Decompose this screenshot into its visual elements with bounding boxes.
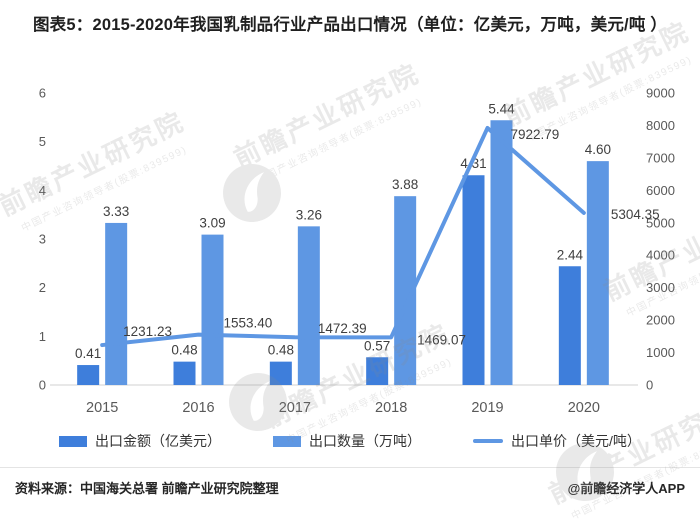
bar-label-amount-2020: 2.44 xyxy=(557,247,584,262)
bar-label-amount-2015: 0.41 xyxy=(75,346,101,361)
right-axis-tick: 9000 xyxy=(646,86,675,101)
right-axis-tick: 5000 xyxy=(646,215,675,230)
bar-amount-2015 xyxy=(77,365,100,385)
bar-label-quantity-2017: 3.26 xyxy=(296,207,322,222)
line-label-unit-price-2018: 1469.07 xyxy=(417,332,466,347)
legend-swatch-export-amount xyxy=(59,435,88,447)
right-axis-tick: 0 xyxy=(646,378,653,393)
legend-item-export-quantity: 出口数量（万吨） xyxy=(273,431,421,451)
line-label-unit-price-2016: 1553.40 xyxy=(224,316,273,331)
left-axis-tick: 0 xyxy=(39,378,46,393)
legend-label-export-unit-price: 出口单价（美元/吨） xyxy=(511,433,641,449)
x-axis-label-2020: 2020 xyxy=(568,400,600,416)
bar-label-quantity-2019: 5.44 xyxy=(488,101,515,116)
left-axis-tick: 2 xyxy=(39,280,46,295)
chart-legend: 出口金额（亿美元） 出口数量（万吨） 出口单价（美元/吨） xyxy=(0,431,700,451)
bar-quantity-2016 xyxy=(201,234,224,385)
right-axis-tick: 1000 xyxy=(646,345,675,360)
legend-label-export-amount: 出口金额（亿美元） xyxy=(95,433,222,449)
bar-label-amount-2018: 0.57 xyxy=(364,338,390,353)
bar-label-quantity-2016: 3.09 xyxy=(199,216,225,231)
bar-label-quantity-2018: 3.88 xyxy=(392,177,418,192)
bar-quantity-2020 xyxy=(586,161,609,385)
legend-label-export-quantity: 出口数量（万吨） xyxy=(309,433,422,449)
bar-amount-2017 xyxy=(269,361,292,385)
line-label-unit-price-2017: 1472.39 xyxy=(318,321,367,336)
right-axis-tick: 3000 xyxy=(646,280,675,295)
bar-amount-2016 xyxy=(173,361,196,385)
x-axis-label-2016: 2016 xyxy=(182,400,214,416)
right-axis-tick: 4000 xyxy=(646,248,675,263)
combo-chart: 0 1 2 3 4 5 6 0 1000 2000 3000 4000 5000 6000 7000 8000… xyxy=(39,86,675,417)
x-axis-label-2019: 2019 xyxy=(471,400,503,416)
footer-divider xyxy=(0,467,700,468)
left-axis-tick: 5 xyxy=(39,134,46,149)
legend-swatch-export-unit-price xyxy=(473,439,504,443)
right-axis-tick: 6000 xyxy=(646,183,675,198)
legend-item-export-unit-price: 出口单价（美元/吨） xyxy=(473,431,641,451)
bar-label-amount-2016: 0.48 xyxy=(171,343,197,358)
legend-item-export-amount: 出口金额（亿美元） xyxy=(59,431,221,451)
bar-quantity-2017 xyxy=(297,226,320,385)
chart-title: 图表5：2015-2020年我国乳制品行业产品出口情况（单位：亿美元，万吨，美元… xyxy=(32,16,668,34)
right-axis-tick: 8000 xyxy=(646,118,675,133)
line-label-unit-price-2020: 5304.35 xyxy=(611,207,660,222)
bar-amount-2020 xyxy=(558,266,581,385)
bar-label-quantity-2020: 4.60 xyxy=(585,142,611,157)
bar-label-amount-2019: 4.31 xyxy=(460,156,486,171)
line-label-unit-price-2019: 7922.79 xyxy=(511,127,560,142)
x-axis-label-2015: 2015 xyxy=(86,400,118,416)
bar-quantity-2015 xyxy=(105,222,128,385)
data-source-text: 资料来源：中国海关总署 前瞻产业研究院整理 xyxy=(15,481,279,496)
bar-amount-2018 xyxy=(366,357,389,385)
left-axis-tick: 1 xyxy=(39,329,46,344)
bar-quantity-2019 xyxy=(490,120,513,386)
right-axis-tick: 2000 xyxy=(646,313,675,328)
x-axis-label-2017: 2017 xyxy=(279,400,311,416)
right-axis-tick: 7000 xyxy=(646,150,675,165)
bar-label-quantity-2015: 3.33 xyxy=(103,204,129,219)
bar-amount-2019 xyxy=(462,175,485,385)
bar-label-amount-2017: 0.48 xyxy=(268,343,294,358)
left-axis-tick: 4 xyxy=(39,183,46,198)
footer: 资料来源：中国海关总署 前瞻产业研究院整理 @前瞻经济学人APP xyxy=(0,478,700,497)
legend-swatch-export-quantity xyxy=(273,435,302,447)
left-axis-tick: 3 xyxy=(39,232,46,247)
bar-quantity-2018 xyxy=(394,196,417,385)
x-axis-label-2018: 2018 xyxy=(375,400,407,416)
left-axis-tick: 6 xyxy=(39,86,46,101)
line-label-unit-price-2015: 1231.23 xyxy=(123,324,172,339)
credit-text: @前瞻经济学人APP xyxy=(567,481,685,496)
line-unit-price xyxy=(100,125,586,348)
